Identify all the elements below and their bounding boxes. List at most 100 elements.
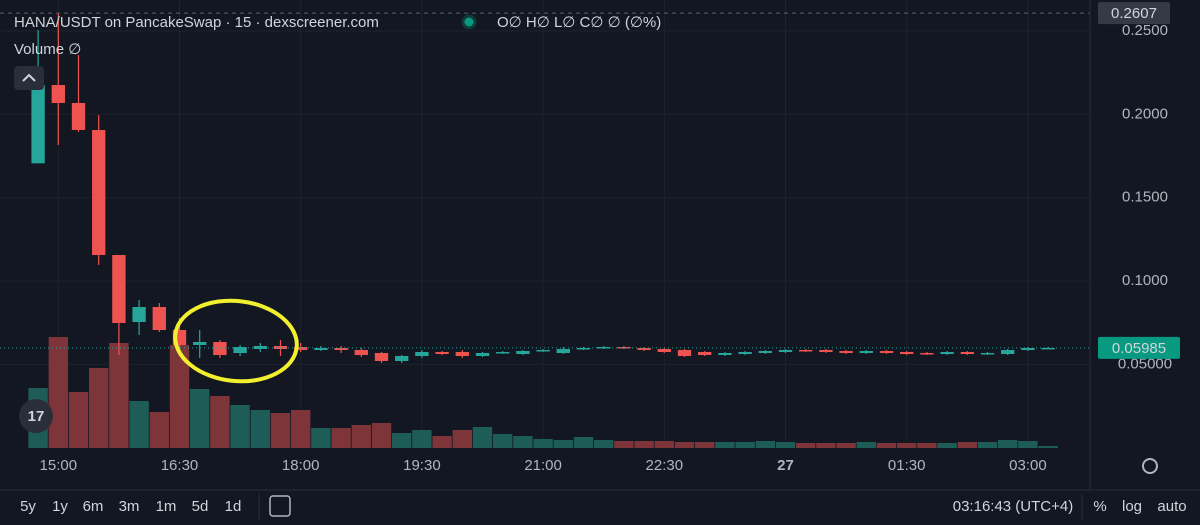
x-tick-label: 22:30 [646,457,684,474]
candle-body [435,352,449,354]
volume-bar [129,401,149,448]
volume-bar [614,441,634,448]
candle-body [940,352,954,354]
volume-bar [109,343,129,448]
volume-bar [1038,446,1058,448]
candle-body [516,351,530,354]
volume-bar [89,368,109,448]
volume-bar [351,425,371,448]
volume-bar [897,443,917,448]
candle-body [576,348,591,350]
high-marker-box [1098,2,1170,25]
volume-bar [917,443,937,448]
volume-bar [775,442,796,448]
candle-body [859,351,873,353]
candle-body [1001,350,1015,354]
candle-body [980,353,995,355]
range-button[interactable]: 5y [20,498,36,515]
volume-bar [371,423,392,448]
range-button[interactable]: 1y [52,498,68,515]
volume-bar [533,439,553,448]
scale-button[interactable]: log [1122,498,1142,515]
volume-bar [937,443,957,448]
volume-bar [169,345,190,448]
volume-bar [755,441,775,448]
chart-title: HANA/USDT on PancakeSwap · 15 · dexscree… [14,14,379,31]
candle-body [617,347,631,349]
logo[interactable] [19,399,53,433]
candle-body [496,352,510,354]
date-range-icon[interactable] [269,495,291,517]
range-button[interactable]: 1d [225,498,242,515]
candle-body [597,347,611,349]
volume-bar [270,413,291,448]
candle-body [374,353,389,361]
volume-bar [573,437,594,448]
candle-body [152,307,166,330]
candle-body [415,352,429,356]
volume-bar [452,430,472,448]
volume-bar [291,410,311,448]
y-tick-label: 0.05000 [1118,355,1172,372]
settings-icon[interactable] [1142,458,1158,474]
candle-body [677,350,692,356]
volume-bar [634,441,654,448]
volume-bar [331,428,351,448]
volume-bar [796,443,816,448]
x-tick-label: 21:00 [524,457,562,474]
candle-body [738,352,752,354]
range-button[interactable]: 1m [156,498,177,515]
collapse-icon [22,73,36,82]
candle-body [556,349,570,353]
volume-bar [998,440,1018,448]
candle-body [294,347,308,350]
candles [31,13,1055,363]
candle-body [314,348,328,350]
volume-bar [836,443,856,448]
volume-bar [594,440,614,448]
logo-mark: 17 [28,408,45,425]
range-button[interactable]: 6m [83,498,104,515]
x-tick-label: 18:00 [282,457,320,474]
candle-body [112,255,126,323]
volume-bar [957,442,977,448]
volume-bar [715,442,735,448]
range-button[interactable]: 5d [192,498,209,515]
volume-bar [190,389,210,448]
y-tick-label: 0.1000 [1122,272,1168,289]
volume-bar [553,440,573,448]
candle-body [637,348,651,350]
candle-body [475,353,490,356]
volume-bar [856,442,876,448]
candle-body [395,356,409,361]
candle-body [758,351,772,353]
y-tick-label: 0.2500 [1122,22,1168,39]
candle-body [960,352,974,354]
x-tick-label: 19:30 [403,457,441,474]
scale-button[interactable]: auto [1157,498,1186,515]
x-tick-label: 15:00 [40,457,78,474]
volume-bar [210,396,230,448]
y-tick-label: 0.2000 [1122,105,1168,122]
clock: 03:16:43 (UTC+4) [953,498,1073,515]
collapse-button[interactable] [14,66,44,90]
candle-body [879,351,894,353]
volume-legend: Volume ∅ [14,41,81,58]
last-price-box [1098,336,1180,359]
volume-bar [250,410,270,448]
candle-body [92,130,106,255]
candle-body [1021,348,1035,350]
candle-body [193,342,207,345]
volume-bar [493,434,513,448]
candle-body [233,347,247,353]
candle-body [334,348,348,350]
candle-body [920,353,934,355]
scale-button[interactable]: % [1093,498,1106,515]
candle-body [213,342,227,355]
last-price-label: 0.05985 [1112,340,1166,357]
volume-bar [695,442,715,448]
candle-body [657,349,671,352]
range-button[interactable]: 3m [119,498,140,515]
volume-bar [311,428,331,448]
volume-bar [149,412,169,448]
